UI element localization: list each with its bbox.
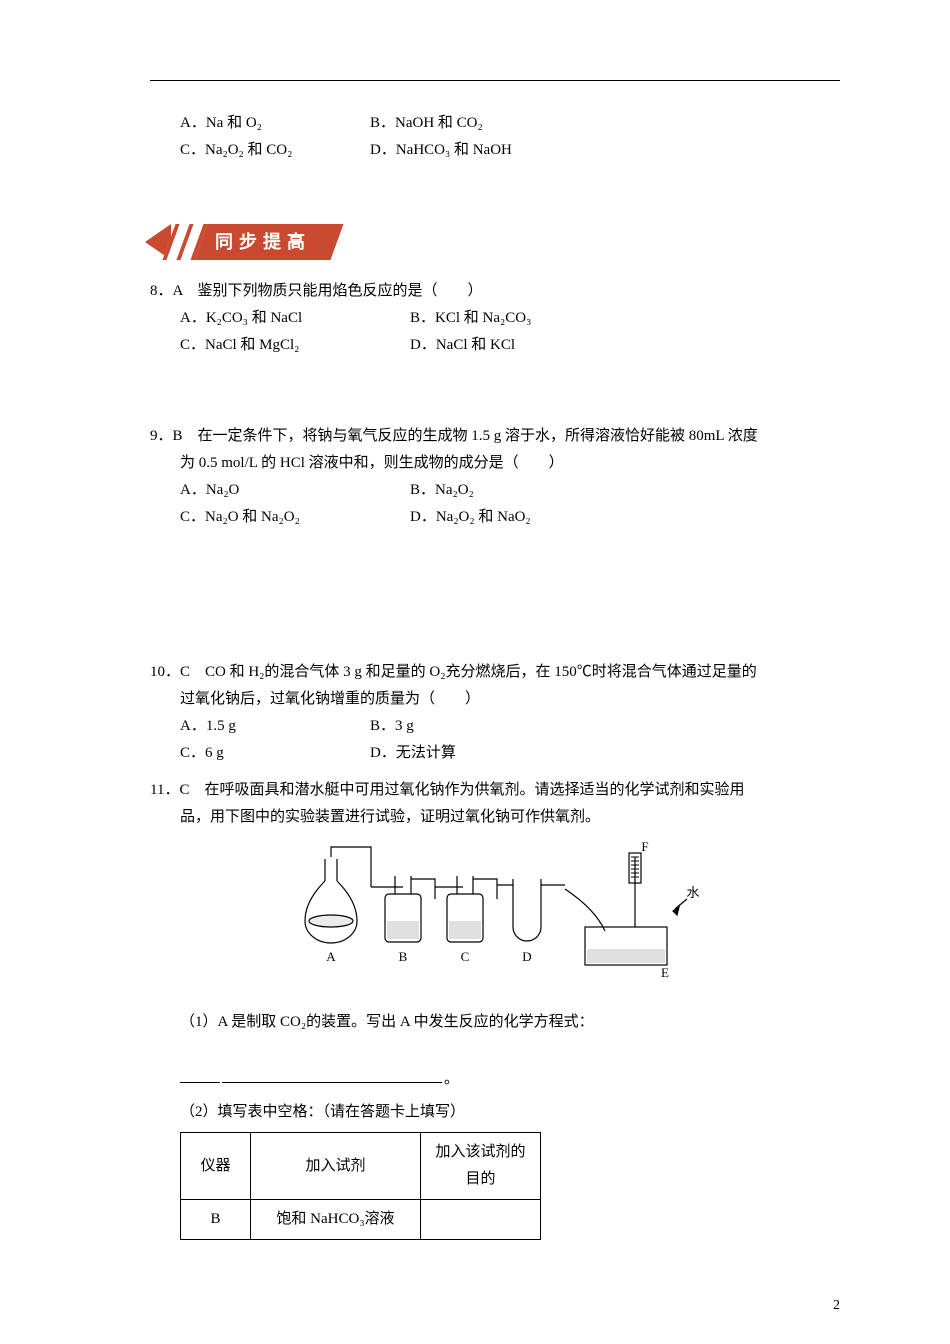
q11-table: 仪器 加入试剂 加入该试剂的目的 B 饱和 NaHCO₃溶液: [180, 1132, 541, 1240]
option-c: C．Na₂O₂ 和 CO₂: [180, 137, 370, 164]
q10-stem-line1: 10．C CO 和 H₂的混合气体 3 g 和足量的 O₂充分燃烧后，在 150…: [150, 659, 840, 686]
table-cell-0-2: [421, 1200, 541, 1240]
banner-label: 同步提高: [194, 224, 343, 260]
q10-option-b: B．3 g: [370, 713, 560, 740]
diagram-label-a: A: [326, 949, 336, 964]
q10-stem-line2: 过氧化钠后，过氧化钠增重的质量为（ ）: [150, 686, 840, 713]
q11-blank-line: 。: [150, 1066, 840, 1093]
q8-stem: 8．A 鉴别下列物质只能用焰色反应的是（ ）: [150, 278, 840, 305]
q9-option-a: A．Na₂O: [180, 477, 410, 504]
q8-option-c: C．NaCl 和 MgCl₂: [180, 332, 410, 359]
q11-stem-line2: 品，用下图中的实验装置进行试验，证明过氧化钠可作供氧剂。: [150, 804, 840, 831]
diagram-label-d: D: [522, 949, 531, 964]
q10-option-a: A．1.5 g: [180, 713, 370, 740]
page-number: 2: [833, 1298, 840, 1314]
q10-option-c: C．6 g: [180, 740, 370, 767]
diagram-label-e: E: [661, 965, 669, 980]
prev-question-options-row2: C．Na₂O₂ 和 CO₂ D．NaHCO₃ 和 NaOH: [180, 137, 840, 164]
diagram-label-c: C: [461, 949, 470, 964]
table-row: B 饱和 NaHCO₃溶液: [181, 1200, 541, 1240]
question-11: 11．C 在呼吸面具和潜水艇中可用过氧化钠作为供氧剂。请选择适当的化学试剂和实验…: [150, 777, 840, 1240]
prev-question-options-row1: A．Na 和 O₂ B．NaOH 和 CO₂: [180, 110, 840, 137]
q10-options-row1: A．1.5 g B．3 g: [180, 713, 840, 740]
q8-option-b: B．KCl 和 Na₂CO₃: [410, 305, 640, 332]
q11-part1: （1）A 是制取 CO₂的装置。写出 A 中发生反应的化学方程式：: [150, 1009, 840, 1036]
section-banner: 同步提高: [145, 224, 840, 260]
diagram-label-water: 水: [686, 885, 699, 900]
q9-option-c: C．Na₂O 和 Na₂O₂: [180, 504, 410, 531]
q9-option-d: D．Na₂O₂ 和 NaO₂: [410, 504, 640, 531]
option-a: A．Na 和 O₂: [180, 110, 370, 137]
table-col-1: 加入试剂: [251, 1133, 421, 1200]
q8-options-row2: C．NaCl 和 MgCl₂ D．NaCl 和 KCl: [180, 332, 840, 359]
apparatus-diagram: A B C D E F 水: [285, 839, 705, 999]
q9-stem-line2: 为 0.5 mol/L 的 HCl 溶液中和，则生成物的成分是（ ）: [150, 450, 840, 477]
table-col-0: 仪器: [181, 1133, 251, 1200]
header-rule: [150, 80, 840, 81]
page-content: A．Na 和 O₂ B．NaOH 和 CO₂ C．Na₂O₂ 和 CO₂ D．N…: [150, 70, 840, 1240]
q11-blank-tail: 。: [444, 1071, 459, 1087]
q8-option-a: A．K₂CO₃ 和 NaCl: [180, 305, 410, 332]
diagram-label-b: B: [399, 949, 408, 964]
q11-stem-line1: 11．C 在呼吸面具和潜水艇中可用过氧化钠作为供氧剂。请选择适当的化学试剂和实验…: [150, 777, 840, 804]
option-d: D．NaHCO₃ 和 NaOH: [370, 137, 560, 164]
q8-option-d: D．NaCl 和 KCl: [410, 332, 640, 359]
question-8: 8．A 鉴别下列物质只能用焰色反应的是（ ） A．K₂CO₃ 和 NaCl B．…: [150, 278, 840, 359]
q9-options-row2: C．Na₂O 和 Na₂O₂ D．Na₂O₂ 和 NaO₂: [180, 504, 840, 531]
table-cell-0-1: 饱和 NaHCO₃溶液: [251, 1200, 421, 1240]
option-b: B．NaOH 和 CO₂: [370, 110, 560, 137]
diagram-label-f: F: [641, 839, 648, 854]
q11-part2: （2）填写表中空格：（请在答题卡上填写）: [150, 1099, 840, 1126]
apparatus-svg-icon: A B C D E F 水: [285, 839, 705, 999]
q9-stem-line1: 9．B 在一定条件下，将钠与氧气反应的生成物 1.5 g 溶于水，所得溶液恰好能…: [150, 423, 840, 450]
q10-option-d: D．无法计算: [370, 740, 560, 767]
q9-option-b: B．Na₂O₂: [410, 477, 640, 504]
table-cell-0-0: B: [181, 1200, 251, 1240]
table-header-row: 仪器 加入试剂 加入该试剂的目的: [181, 1133, 541, 1200]
question-9: 9．B 在一定条件下，将钠与氧气反应的生成物 1.5 g 溶于水，所得溶液恰好能…: [150, 423, 840, 531]
q10-options-row2: C．6 g D．无法计算: [180, 740, 840, 767]
question-10: 10．C CO 和 H₂的混合气体 3 g 和足量的 O₂充分燃烧后，在 150…: [150, 659, 840, 767]
q9-options-row1: A．Na₂O B．Na₂O₂: [180, 477, 840, 504]
table-col-2: 加入该试剂的目的: [421, 1133, 541, 1200]
q8-options-row1: A．K₂CO₃ 和 NaCl B．KCl 和 Na₂CO₃: [180, 305, 840, 332]
